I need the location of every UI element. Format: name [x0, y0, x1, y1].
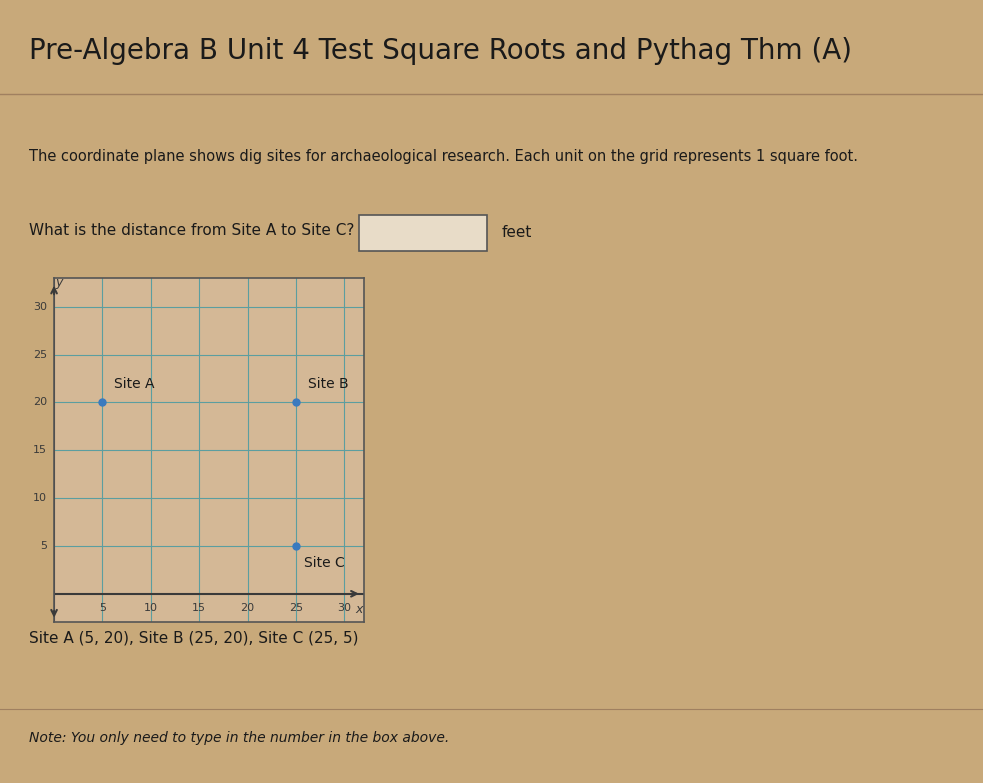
Text: Site A: Site A: [114, 377, 154, 391]
Text: 20: 20: [241, 604, 255, 613]
Text: 25: 25: [289, 604, 303, 613]
Text: 30: 30: [337, 604, 351, 613]
Text: What is the distance from Site A to Site C?: What is the distance from Site A to Site…: [29, 223, 355, 239]
Text: Site B: Site B: [308, 377, 348, 391]
Text: 15: 15: [193, 604, 206, 613]
Text: feet: feet: [501, 225, 532, 240]
Text: Note: You only need to type in the number in the box above.: Note: You only need to type in the numbe…: [29, 731, 450, 745]
Text: 10: 10: [144, 604, 158, 613]
Text: x: x: [355, 604, 363, 616]
Text: 5: 5: [40, 541, 47, 551]
Text: 15: 15: [33, 446, 47, 455]
FancyBboxPatch shape: [359, 215, 487, 251]
Text: 10: 10: [33, 493, 47, 503]
Text: y: y: [55, 276, 63, 290]
Text: Site A (5, 20), Site B (25, 20), Site C (25, 5): Site A (5, 20), Site B (25, 20), Site C …: [29, 630, 359, 646]
Text: 5: 5: [99, 604, 106, 613]
Text: 20: 20: [33, 398, 47, 407]
Text: The coordinate plane shows dig sites for archaeological research. Each unit on t: The coordinate plane shows dig sites for…: [29, 149, 858, 164]
Text: 30: 30: [33, 301, 47, 312]
Text: Pre-Algebra B Unit 4 Test Square Roots and Pythag Thm (A): Pre-Algebra B Unit 4 Test Square Roots a…: [29, 37, 852, 65]
Text: 25: 25: [33, 349, 47, 359]
Text: Site C: Site C: [304, 556, 344, 570]
